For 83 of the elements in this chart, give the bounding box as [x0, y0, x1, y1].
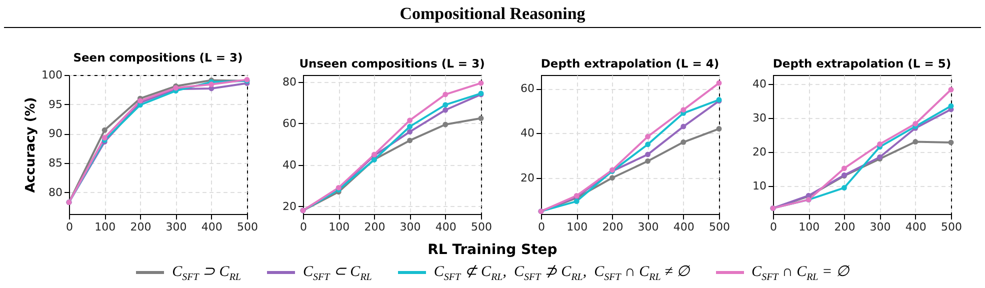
- point: [948, 140, 954, 146]
- legend-label: C$_{SFT}$ ⊃ C$_{RL}$: [172, 263, 241, 283]
- x-tick-label: 300: [166, 220, 187, 234]
- point: [442, 102, 448, 108]
- point: [609, 175, 615, 181]
- x-tick-label: 0: [538, 220, 545, 234]
- text: Compositional Reasoning: [4, 4, 981, 28]
- y-tick-label: 40: [282, 158, 296, 172]
- point: [645, 152, 651, 158]
- x-tick-label: 400: [201, 220, 222, 234]
- y-tick-label: 95: [48, 98, 62, 111]
- x-tick-label: 500: [237, 220, 258, 234]
- y-tick-label: 90: [48, 127, 62, 140]
- point: [680, 139, 686, 145]
- x-axis-title: RL Training Step: [426, 242, 558, 258]
- x-tick-label: 200: [130, 220, 152, 234]
- point: [442, 107, 448, 113]
- y-axis-title: Accuracy (%): [24, 97, 39, 193]
- x-tick-label: 200: [364, 220, 386, 234]
- chart-title: Seen compositions (L = 3): [73, 50, 243, 64]
- y-tick-label: 40: [752, 77, 766, 90]
- point: [877, 141, 883, 147]
- legend-label: C$_{SFT}$ ∩ C$_{RL}$ = ∅: [752, 263, 849, 283]
- point: [716, 126, 722, 132]
- point: [716, 80, 722, 86]
- x-tick-label: 400: [435, 220, 456, 234]
- text: C$_{SFT}$ ⊄ C$_{RL}$, C$_{SFT}$ ⊅ C$_{RL}$, C$_{SFT}$ ∩ C$_{RL}$ ≠ ∅: [434, 264, 690, 283]
- y-tick-label: 40: [520, 126, 534, 140]
- point: [208, 82, 214, 88]
- point: [407, 118, 413, 124]
- y-tick-label: 80: [282, 76, 296, 89]
- chart-title: Unseen compositions (L = 3): [299, 56, 485, 70]
- chart-title: Depth extrapolation (L = 5): [772, 56, 952, 70]
- point: [948, 103, 954, 109]
- x-tick-label: 300: [870, 220, 891, 234]
- point: [407, 129, 413, 134]
- y-tick-label: 85: [48, 156, 62, 170]
- point: [442, 122, 448, 128]
- y-tick-label: 60: [282, 116, 296, 130]
- point: [645, 158, 651, 164]
- point: [407, 138, 413, 144]
- point: [680, 124, 686, 130]
- x-tick-label: 500: [941, 220, 962, 234]
- x-tick-label: 500: [709, 220, 730, 234]
- y-tick-label: 60: [520, 82, 534, 96]
- x-tick-label: 100: [94, 220, 116, 234]
- point: [574, 198, 580, 204]
- x-tick-label: 100: [328, 220, 350, 234]
- point: [478, 116, 484, 122]
- x-tick-label: 100: [798, 220, 820, 234]
- point: [645, 142, 651, 148]
- y-tick-label: 20: [752, 145, 766, 158]
- point: [645, 134, 651, 140]
- y-tick-label: 20: [520, 171, 534, 184]
- point: [102, 127, 108, 133]
- chart-title: Depth extrapolation (L = 4): [540, 56, 720, 70]
- y-tick-label: 80: [48, 186, 62, 199]
- x-tick-label: 0: [300, 220, 307, 234]
- point: [478, 80, 484, 86]
- point: [102, 135, 108, 140]
- point: [912, 120, 918, 126]
- y-tick-label: 100: [42, 68, 62, 82]
- point: [841, 166, 847, 172]
- point: [442, 92, 448, 98]
- y-tick-label: 20: [282, 200, 296, 213]
- x-tick-label: 0: [770, 220, 777, 234]
- x-tick-label: 200: [602, 220, 624, 234]
- x-tick-label: 100: [566, 220, 588, 234]
- x-tick-label: 0: [66, 220, 73, 234]
- point: [680, 107, 686, 113]
- y-tick-label: 30: [752, 111, 766, 124]
- legend-label: C$_{SFT}$ ⊂ C$_{RL}$: [302, 263, 372, 283]
- point: [407, 124, 413, 130]
- point: [948, 86, 954, 92]
- x-tick-label: 400: [905, 220, 926, 234]
- x-tick-label: 300: [638, 220, 659, 234]
- y-tick-label: 10: [752, 180, 766, 193]
- x-tick-label: 400: [673, 220, 694, 234]
- x-tick-label: 300: [400, 220, 421, 234]
- point: [912, 139, 918, 145]
- x-tick-label: 200: [834, 220, 856, 234]
- point: [841, 185, 847, 190]
- x-tick-label: 500: [471, 220, 492, 234]
